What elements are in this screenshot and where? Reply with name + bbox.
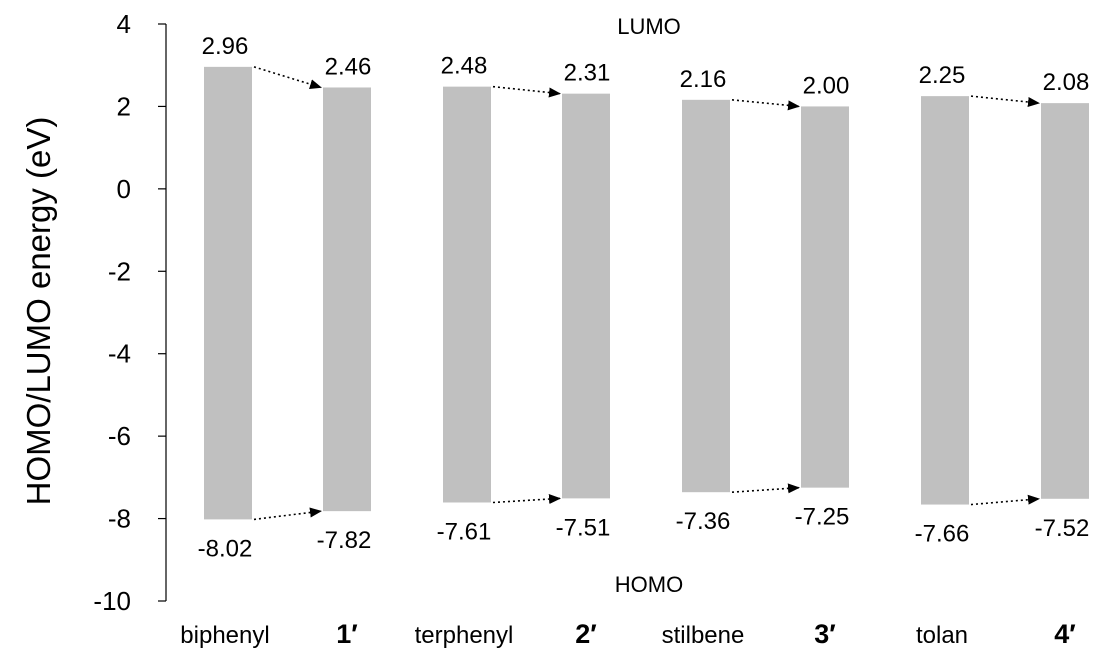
- y-tick-label: -2: [108, 256, 131, 286]
- lumo-value-label: 2.08: [1043, 69, 1090, 96]
- energy-range-bar: [682, 99, 730, 493]
- homo-value-label: -7.36: [676, 508, 731, 535]
- y-tick-label: 4: [117, 9, 131, 39]
- x-category-label: 1′: [336, 619, 358, 649]
- x-category-label: 4′: [1054, 619, 1076, 649]
- homo-value-label: -7.51: [556, 514, 611, 541]
- lumo-value-label: 2.25: [919, 62, 966, 89]
- x-category-label: 2′: [575, 619, 597, 649]
- energy-range-bar: [921, 96, 969, 505]
- energy-range-bar: [801, 106, 849, 488]
- homo-value-label: -7.52: [1035, 515, 1090, 542]
- homo-value-label: -7.66: [915, 521, 970, 548]
- homo-annotation: HOMO: [615, 572, 683, 597]
- shift-arrow: [970, 95, 1040, 107]
- lumo-value-label: 2.96: [202, 33, 249, 60]
- y-tick-label: 0: [117, 174, 131, 204]
- energy-range-bar: [323, 87, 371, 512]
- y-tick-label: -4: [108, 339, 131, 369]
- lumo-value-label: 2.31: [564, 60, 611, 87]
- x-category-label: biphenyl: [180, 622, 269, 649]
- bars-layer: [204, 66, 1089, 520]
- homo-value-label: -7.61: [437, 518, 492, 545]
- shift-arrow: [731, 99, 800, 111]
- energy-range-bar: [1041, 103, 1089, 499]
- lumo-value-label: 2.48: [441, 53, 488, 80]
- y-ticks: 4 2 0 -2 -4 -6 -8 -10: [93, 9, 166, 616]
- shift-arrow: [253, 66, 322, 90]
- data-labels: 2.96 -8.02 2.46 -7.82 2.48 -7.61 2.31 -7.51 2.16…: [198, 33, 1090, 563]
- x-category-label: terphenyl: [415, 622, 514, 649]
- x-category-label: stilbene: [662, 622, 745, 649]
- y-tick-label: -8: [108, 504, 131, 534]
- lumo-value-label: 2.00: [803, 72, 850, 99]
- homo-value-label: -8.02: [198, 535, 253, 562]
- energy-range-bar: [443, 86, 491, 503]
- energy-range-bar: [204, 66, 252, 520]
- y-tick-label: -6: [108, 421, 131, 451]
- energy-range-bar: [562, 93, 610, 499]
- homo-value-label: -7.82: [317, 527, 372, 554]
- category-labels: biphenyl 1′ terphenyl 2′ stilbene 3′ tolan 4′: [180, 619, 1075, 649]
- y-tick-label: -10: [93, 586, 131, 616]
- shift-arrow: [970, 494, 1040, 506]
- y-axis-title: HOMO/LUMO energy (eV): [20, 117, 57, 506]
- x-category-label: 3′: [814, 619, 836, 649]
- shift-arrow: [731, 483, 800, 494]
- lumo-value-label: 2.46: [325, 53, 372, 80]
- arrows-layer: [253, 66, 1040, 521]
- y-tick-label: 2: [117, 91, 131, 121]
- lumo-annotation: LUMO: [617, 14, 681, 39]
- homo-value-label: -7.25: [795, 504, 850, 531]
- shift-arrow: [492, 85, 561, 98]
- shift-arrow: [492, 494, 561, 505]
- lumo-value-label: 2.16: [680, 66, 727, 93]
- x-category-label: tolan: [916, 622, 968, 649]
- shift-arrow: [253, 507, 322, 521]
